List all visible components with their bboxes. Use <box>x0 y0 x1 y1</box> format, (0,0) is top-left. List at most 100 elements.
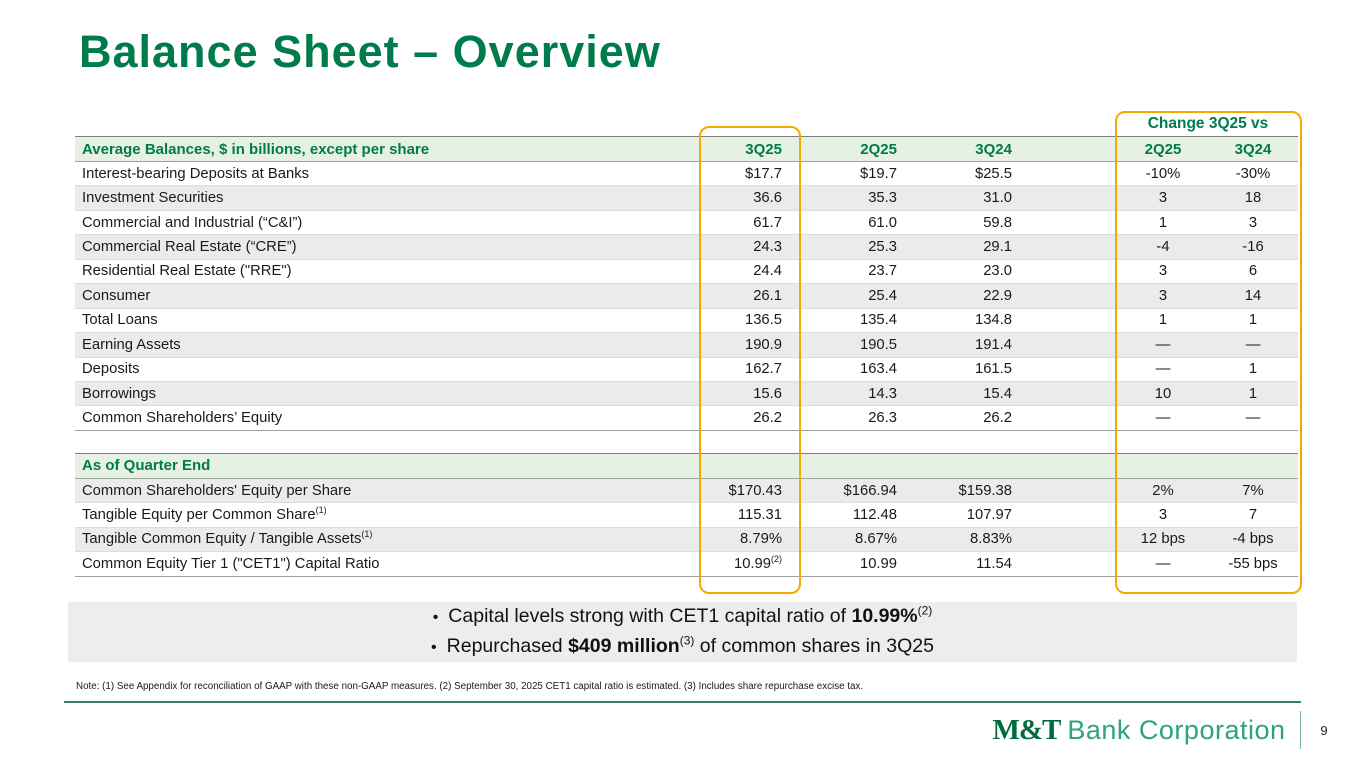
cell-change: -10% <box>1145 165 1181 182</box>
column-header-change-3q24: 3Q24 <box>1234 140 1272 158</box>
cell-value: 191.4 <box>974 336 1012 353</box>
cell-change: 7 <box>1248 506 1258 523</box>
table-row: Borrowings 15.6 14.3 15.4 10 1 <box>75 381 1298 407</box>
cell-change: — <box>1155 410 1171 427</box>
cell-value: $19.7 <box>859 165 897 182</box>
cell-change: 10 <box>1154 385 1172 402</box>
bullet-icon: • <box>431 639 437 656</box>
cell-value: 10.99(2) <box>733 553 782 572</box>
cell-change: — <box>1245 336 1261 353</box>
cell-change: 3 <box>1248 214 1258 231</box>
cell-value: 135.4 <box>859 312 897 329</box>
cell-value: 22.9 <box>983 287 1012 304</box>
row-label: Residential Real Estate ("RRE") <box>82 263 292 280</box>
table-header-label: Average Balances, $ in billions, except … <box>82 140 430 158</box>
page-title: Balance Sheet – Overview <box>79 26 661 77</box>
cell-change: 12 bps <box>1140 531 1186 548</box>
cell-value: 26.1 <box>753 287 782 304</box>
row-label: Commercial and Industrial (“C&I”) <box>82 214 303 231</box>
cell-change: 14 <box>1244 287 1262 304</box>
cell-change: 1 <box>1248 312 1258 329</box>
table-row: Tangible Common Equity / Tangible Assets… <box>75 527 1298 553</box>
bullet-footnote-ref: (2) <box>917 603 933 618</box>
row-label: Tangible Equity per Common Share(1) <box>82 505 327 523</box>
cell-value: 14.3 <box>868 385 897 402</box>
table-row: Common Equity Tier 1 ("CET1") Capital Ra… <box>75 552 1298 577</box>
cell-change: 1 <box>1158 214 1168 231</box>
row-label: Tangible Common Equity / Tangible Assets… <box>82 529 373 548</box>
cell-value: 24.3 <box>753 239 782 256</box>
table-row: Tangible Equity per Common Share(1) 115.3… <box>75 503 1298 528</box>
cell-value: 8.79% <box>740 531 782 548</box>
table-row: Investment Securities 36.6 35.3 31.0 3 18 <box>75 186 1298 211</box>
cell-value: 36.6 <box>753 190 782 207</box>
cell-value: 26.2 <box>983 410 1012 427</box>
cell-value: $166.94 <box>843 482 898 499</box>
footnote: Note: (1) See Appendix for reconciliatio… <box>76 681 864 692</box>
quarter-end-rows: Common Shareholders' Equity per Share $17… <box>75 478 1298 577</box>
bullet-text: of common shares in 3Q25 <box>694 635 934 657</box>
cell-change: — <box>1245 410 1261 427</box>
mt-logo-text: Bank Corporation <box>1067 714 1286 745</box>
cell-value: 190.5 <box>859 336 897 353</box>
row-label: Common Shareholders’ Equity <box>82 410 283 427</box>
table-row: Deposits 162.7 163.4 161.5 — 1 <box>75 357 1298 382</box>
row-label: Total Loans <box>82 312 158 329</box>
bullet-icon: • <box>432 609 439 626</box>
cell-change: 2% <box>1152 482 1174 499</box>
cell-change: -16 <box>1242 239 1264 256</box>
balance-sheet-table: Average Balances, $ in billions, except … <box>75 136 1298 577</box>
cell-value: $159.38 <box>958 482 1013 499</box>
cell-value: 134.8 <box>974 312 1012 329</box>
table-row: Interest-bearing Deposits at Banks $17.7 $… <box>75 162 1298 187</box>
cell-value: 24.4 <box>753 263 782 280</box>
table-header-row: Average Balances, $ in billions, except … <box>75 136 1298 162</box>
quarter-end-header-row: As of Quarter End <box>75 452 1298 479</box>
column-header-3q24: 3Q24 <box>975 140 1012 158</box>
cell-value: 10.99 <box>859 555 897 572</box>
cell-value: $17.7 <box>744 165 782 182</box>
cell-value: 26.2 <box>753 410 782 427</box>
cell-value: 35.3 <box>868 190 897 207</box>
cell-value: 15.6 <box>753 385 782 402</box>
cell-value: 190.9 <box>744 336 782 353</box>
bullet-footnote-ref: (3) <box>679 633 695 648</box>
cell-change: -30% <box>1235 165 1271 182</box>
cell-change: 3 <box>1158 506 1168 523</box>
row-label: Consumer <box>82 287 151 304</box>
cell-value: $170.43 <box>728 482 783 499</box>
table-row: Consumer 26.1 25.4 22.9 3 14 <box>75 284 1298 309</box>
cell-change: -4 <box>1156 239 1170 256</box>
row-label: Investment Securities <box>82 190 224 207</box>
cell-value: 136.5 <box>744 312 782 329</box>
footer-divider-line <box>64 701 1301 703</box>
footer-vertical-rule <box>1299 711 1301 749</box>
table-row: Total Loans 136.5 135.4 134.8 1 1 <box>75 308 1298 334</box>
table-row: Common Shareholders’ Equity 26.2 26.3 26.2 —… <box>75 406 1298 431</box>
average-balances-rows: Interest-bearing Deposits at Banks $17.7 $… <box>75 162 1298 431</box>
table-row: Residential Real Estate ("RRE") 24.4 23.7 2… <box>75 259 1298 285</box>
bullet-text: Capital levels strong with CET1 capital … <box>448 605 852 627</box>
cell-value: 25.4 <box>868 287 897 304</box>
cell-value: 29.1 <box>983 239 1012 256</box>
cell-value: 161.5 <box>974 361 1012 378</box>
cell-change: -55 bps <box>1228 555 1278 572</box>
cell-change: 1 <box>1158 312 1168 329</box>
cell-value: 61.0 <box>868 214 897 231</box>
row-label: Earning Assets <box>82 336 181 353</box>
cell-value: 25.3 <box>868 239 897 256</box>
cell-change: 18 <box>1244 190 1262 207</box>
table-row: Commercial Real Estate (“CRE”) 24.3 25.3 29… <box>75 235 1298 260</box>
cell-value: 163.4 <box>859 361 897 378</box>
table-row: Commercial and Industrial (“C&I”) 61.7 61.… <box>75 210 1298 236</box>
cell-value: 11.54 <box>976 555 1012 572</box>
cell-change: 3 <box>1158 263 1168 280</box>
cell-value: 107.97 <box>966 506 1012 523</box>
bullet-line-repurchase: • Repurchased $409 million(3) of common s… <box>68 632 1297 662</box>
row-label: Deposits <box>82 361 140 378</box>
cell-change: 3 <box>1158 287 1168 304</box>
bullet-bold-text: 10.99% <box>851 605 918 627</box>
quarter-end-header-label: As of Quarter End <box>82 457 211 475</box>
cell-value: 8.67% <box>855 531 897 548</box>
